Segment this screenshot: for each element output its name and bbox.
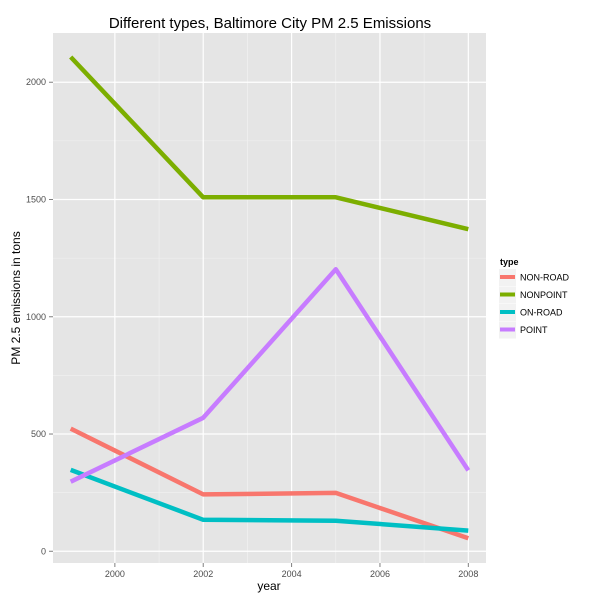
legend-label-on-road: ON-ROAD	[520, 308, 563, 318]
x-tick-label: 2008	[458, 569, 478, 579]
legend-label-non-road: NON-ROAD	[520, 273, 569, 283]
y-tick-label: 1000	[26, 312, 46, 322]
legend-title: type	[500, 257, 519, 267]
y-axis-ticks: 0 500 1000 1500 2000	[26, 77, 53, 556]
plot-panel	[53, 33, 486, 563]
x-tick-label: 2002	[193, 569, 213, 579]
y-tick-label: 0	[41, 546, 46, 556]
series-lines	[69, 55, 471, 541]
x-tick-label: 2000	[105, 569, 125, 579]
legend-label-nonpoint: NONPOINT	[520, 290, 568, 300]
y-axis-title: PM 2.5 emissions in tons	[9, 231, 23, 364]
series-line-point	[69, 267, 471, 484]
series-line-non-road	[69, 426, 470, 541]
y-tick-label: 1500	[26, 195, 46, 205]
chart-title: Different types, Baltimore City PM 2.5 E…	[109, 15, 431, 32]
series-line-nonpoint	[69, 55, 469, 232]
legend-label-point: POINT	[520, 325, 548, 335]
series-line-on-road	[69, 467, 469, 533]
y-tick-label: 500	[31, 429, 46, 439]
y-tick-label: 2000	[26, 77, 46, 87]
x-tick-label: 2004	[282, 569, 302, 579]
x-axis-title: year	[257, 579, 280, 593]
x-tick-label: 2006	[370, 569, 390, 579]
legend: type NON-ROAD NONPOINT ON-ROAD POINT	[499, 257, 569, 339]
x-axis-ticks: 2000 2002 2004 2006 2008	[105, 563, 478, 579]
